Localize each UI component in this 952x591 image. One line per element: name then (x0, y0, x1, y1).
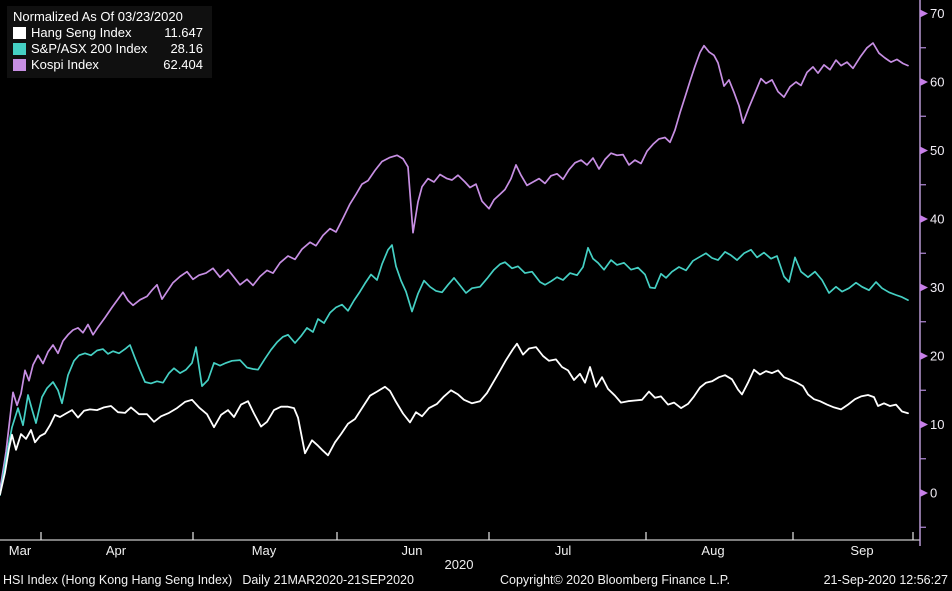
kospi-line (0, 42, 909, 491)
chart-legend: Normalized As Of 03/23/2020 Hang Seng In… (7, 6, 212, 78)
instrument-name: HSI Index (Hong Kong Hang Seng Index) (3, 573, 233, 587)
y-axis-label-0: 0 (930, 486, 937, 501)
y-axis-label-50: 50 (930, 143, 944, 158)
copyright-notice: Copyright© 2020 Bloomberg Finance L.P. (500, 573, 730, 587)
y-axis-tick-arrow-icon (920, 9, 928, 18)
legend-label: Hang Seng Index (31, 25, 132, 40)
y-axis-label-20: 20 (930, 349, 944, 364)
x-axis-label-sep: Sep (850, 543, 873, 558)
legend-value: 11.647 (164, 25, 203, 40)
y-axis-tick-arrow-icon (920, 420, 928, 429)
timestamp: 21-Sep-2020 12:56:27 (823, 573, 948, 587)
legend-title: Normalized As Of 03/23/2020 (13, 9, 183, 24)
asx-line (0, 244, 909, 496)
y-axis-label-70: 70 (930, 6, 944, 21)
chart-period: Daily 21MAR2020-21SEP2020 (242, 573, 414, 587)
status-bar: HSI Index (Hong Kong Hang Seng Index) Dai… (0, 571, 952, 591)
legend-item-asx200[interactable]: S&P/ASX 200 Index 28.16 (13, 41, 203, 57)
x-axis-label-jun: Jun (402, 543, 423, 558)
legend-value: 28.16 (170, 41, 203, 56)
asx200-swatch-icon (13, 43, 26, 55)
legend-item-kospi[interactable]: Kospi Index 62.404 (13, 57, 203, 73)
x-axis-label-apr: Apr (106, 543, 127, 558)
x-axis-label-mar: Mar (9, 543, 32, 558)
y-axis-tick-arrow-icon (920, 489, 928, 497)
y-axis-tick-arrow-icon (920, 352, 928, 360)
legend-label: Kospi Index (31, 57, 99, 72)
y-axis-label-10: 10 (930, 417, 944, 432)
instrument-description: HSI Index (Hong Kong Hang Seng Index) Dai… (3, 571, 414, 590)
kospi-swatch-icon (13, 59, 26, 71)
legend-value: 62.404 (163, 57, 203, 72)
legend-item-hang-seng[interactable]: Hang Seng Index 11.647 (13, 25, 203, 41)
y-axis-tick-arrow-icon (920, 283, 928, 292)
y-axis-label-60: 60 (930, 75, 944, 90)
y-axis-tick-arrow-icon (920, 78, 928, 86)
y-axis-label-30: 30 (930, 280, 944, 295)
y-axis-tick-arrow-icon (920, 146, 928, 155)
x-axis-label-may: May (252, 543, 277, 558)
x-axis-year-label: 2020 (444, 557, 474, 572)
hsi-line (0, 342, 909, 496)
hang-seng-swatch-icon (13, 27, 26, 39)
legend-label: S&P/ASX 200 Index (31, 41, 148, 56)
y-axis-label-40: 40 (930, 212, 944, 227)
x-axis-label-jul: Jul (555, 543, 572, 558)
y-axis-tick-arrow-icon (920, 215, 928, 223)
x-axis-label-aug: Aug (701, 543, 724, 558)
